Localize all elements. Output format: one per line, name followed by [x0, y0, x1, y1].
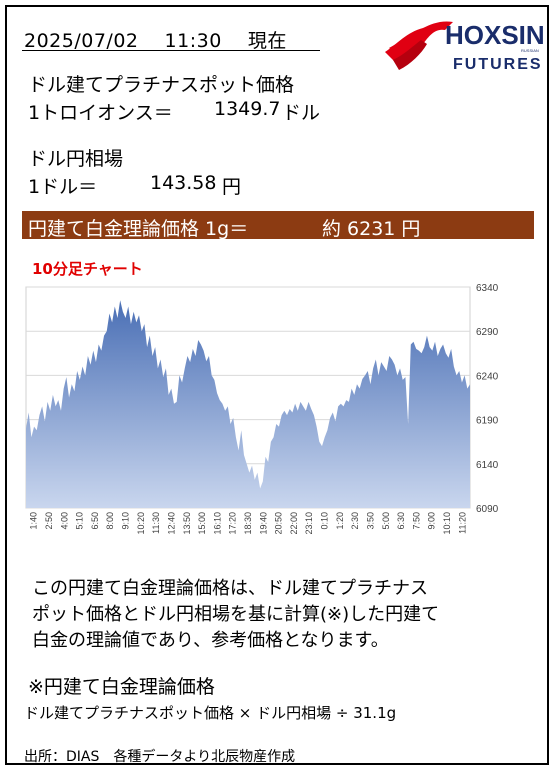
x-tick-label: 9:10	[121, 512, 131, 530]
x-tick-label: 3:50	[366, 512, 376, 530]
x-tick-label: 2:30	[350, 512, 360, 530]
x-tick-label: 18:30	[243, 512, 253, 535]
source-note: 出所：DIAS 各種データより北辰物産作成	[24, 749, 296, 765]
chart-container: 6090 6140 6190 6240 6290 6340 1:40 2:50 4:00 5:10…	[22, 283, 512, 548]
x-tick-label: 23:10	[304, 512, 314, 535]
x-tick-label: 20:50	[274, 512, 284, 535]
x-tick-label: 13:50	[182, 512, 192, 535]
x-tick-label: 10:10	[442, 512, 452, 535]
description-line-3: 白金の理論値であり、参考価格となります。	[32, 630, 389, 651]
platinum-title: ドル建てプラチナスポット価格	[28, 74, 295, 96]
usdjpy-title: ドル円相場	[28, 148, 124, 170]
logo-subtext: FUTURES	[453, 56, 543, 73]
note-title: ※円建て白金理論価格	[28, 676, 215, 698]
x-tick-label: 12:40	[166, 512, 176, 535]
platinum-unit: ドル	[282, 102, 321, 124]
hoxsin-futures-logo: HOXSIN RUSSIAN FUTURES	[385, 20, 543, 73]
usdjpy-unit-label: 1ドル＝	[28, 176, 98, 198]
platinum-unit-label: 1トロイオンス＝	[28, 102, 173, 124]
x-tick-label: 17:20	[228, 512, 238, 535]
x-tick-label: 9:00	[427, 512, 437, 530]
x-tick-label: 10:20	[136, 512, 146, 535]
x-tick-label: 6:30	[396, 512, 406, 530]
x-tick-label: 7:50	[411, 512, 421, 530]
x-tick-label: 4:00	[59, 512, 69, 530]
x-tick-label: 16:10	[212, 512, 222, 535]
y-tick-label: 6240	[476, 371, 499, 382]
theoretical-price-bar	[22, 211, 534, 239]
logo-mark	[385, 21, 453, 70]
x-tick-label: 5:00	[381, 512, 391, 530]
price-area-chart: 6090 6140 6190 6240 6290 6340 1:40 2:50 4:00 5:10…	[25, 283, 499, 535]
y-tick-label: 6340	[476, 283, 499, 294]
chart-caption: 10分足チャート	[32, 260, 143, 278]
usdjpy-unit: 円	[222, 176, 242, 198]
x-tick-label: 15:00	[197, 512, 207, 535]
y-tick-label: 6140	[476, 460, 499, 471]
x-tick-label: 0:10	[320, 512, 330, 530]
description-line-1: この円建て白金理論価格は、ドル建てプラチナス	[32, 578, 428, 599]
theoretical-price-label: 円建て白金理論価格 1g＝	[28, 218, 249, 240]
x-tick-label: 5:10	[75, 512, 85, 530]
timestamp: 2025/07/02 11:30 現在	[24, 30, 287, 52]
x-tick-label: 11:20	[457, 512, 467, 534]
card-frame	[5, 5, 549, 765]
price-area-series	[26, 300, 470, 508]
y-tick-label: 6090	[476, 504, 499, 515]
y-tick-label: 6190	[476, 416, 499, 427]
description-line-2: ポット価格とドル円相場を基に計算(※)した円建て	[32, 604, 440, 625]
x-tick-label: 22:00	[289, 512, 299, 535]
theoretical-price-value: 約 6231 円	[322, 218, 421, 240]
logo-small-text: RUSSIAN	[521, 48, 539, 53]
x-tick-label: 6:50	[90, 512, 100, 530]
note-formula: ドル建てプラチナスポット価格 × ドル円相場 ÷ 31.1g	[24, 704, 397, 722]
x-tick-label: 2:50	[44, 512, 54, 530]
platinum-value: 1349.7	[214, 98, 281, 120]
x-tick-label: 8:00	[105, 512, 115, 530]
logo-wordmark: HOXSIN	[445, 20, 543, 50]
y-tick-label: 6290	[476, 327, 499, 338]
x-tick-label: 1:40	[29, 512, 39, 530]
x-tick-label: 19:40	[258, 512, 268, 535]
x-tick-label: 11:30	[151, 512, 161, 534]
usdjpy-value: 143.58	[150, 172, 217, 194]
x-tick-label: 1:20	[335, 512, 345, 530]
timestamp-underline	[22, 50, 320, 51]
